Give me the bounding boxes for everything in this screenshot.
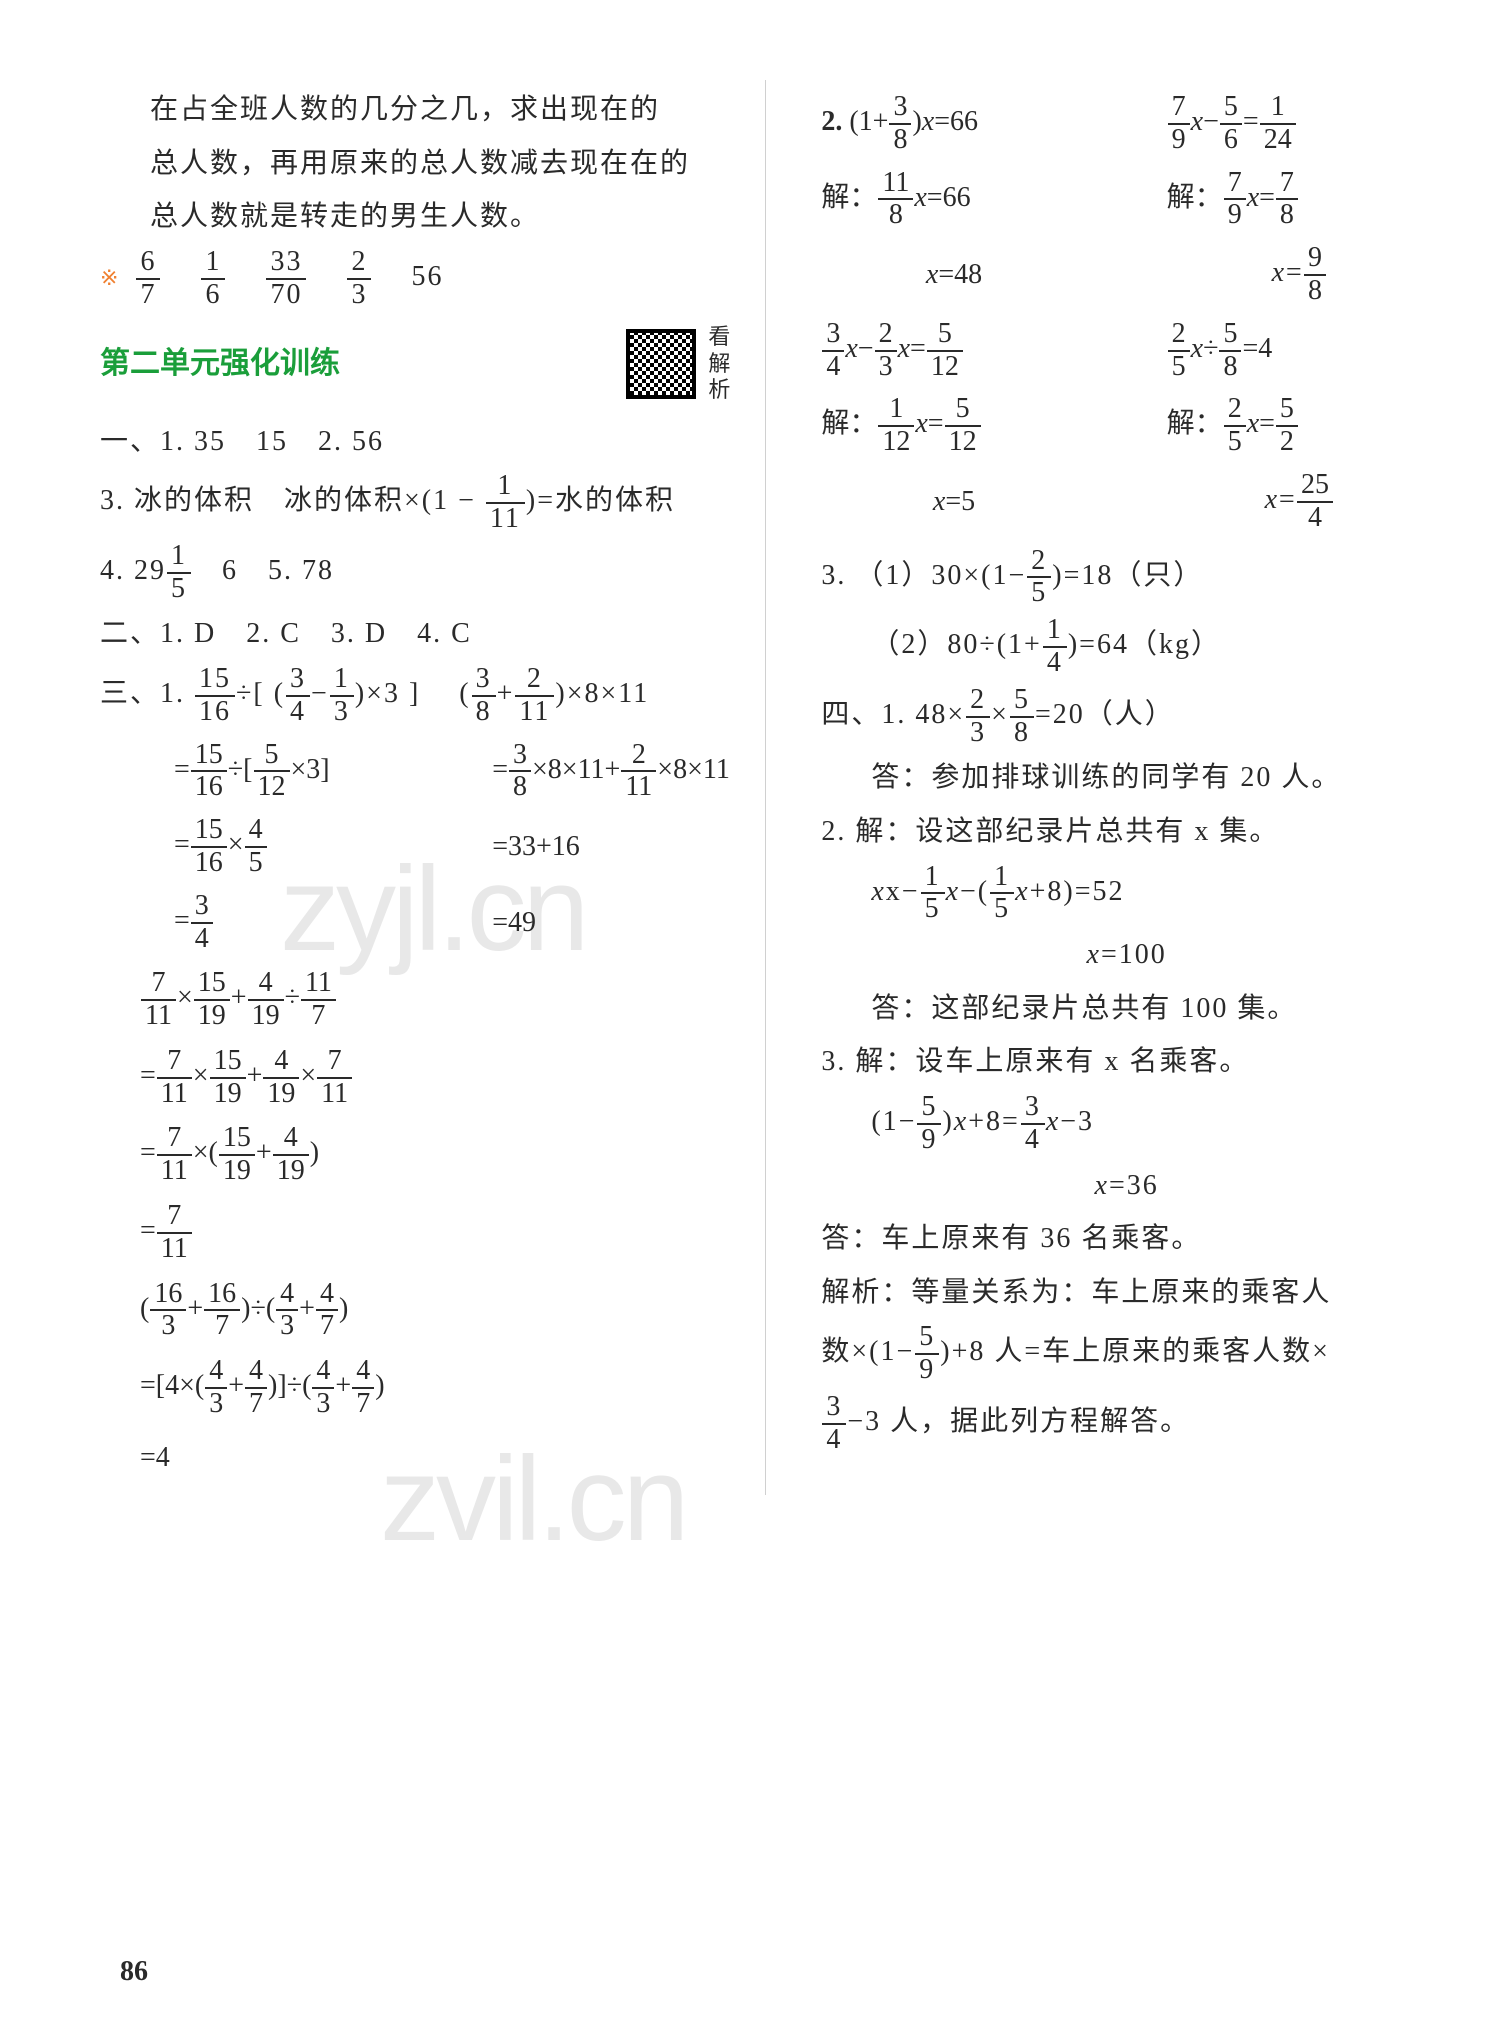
intro-line-1: 在占全班人数的几分之几，求出现在的	[100, 86, 730, 134]
page-number: 86	[120, 1956, 148, 1988]
sec3-p2-l4: =711	[140, 1201, 730, 1265]
r4-q3-l1: 3. 解：设车上原来有 x 名乘客。	[821, 1038, 1432, 1086]
star-fraction-row: ※ 67 16 3370 23 56	[100, 247, 730, 311]
r4-q2-eq: xx−15x−(15x+8)=52	[821, 862, 1432, 926]
r4-exp-l1: 解析：等量关系为：车上原来的乘客人	[821, 1269, 1432, 1317]
column-divider	[765, 80, 766, 1495]
r4-q3-sol: x=36	[821, 1162, 1432, 1210]
r4-exp-l2: 数×(1−59)+8 人=车上原来的乘客人数×	[821, 1322, 1432, 1386]
sec1-q3: 3. 冰的体积 冰的体积×(1 − 111)=水的体积	[100, 471, 730, 535]
r3-q1: 3. （1）30×(1−25)=18（只）	[821, 546, 1432, 610]
r4-q1: 四、1. 48×23×58=20（人）	[821, 685, 1432, 749]
intro-line-2: 总人数，再用原来的总人数减去现在在的	[100, 140, 730, 188]
sec1-q4: 4. 2915 6 5. 78	[100, 541, 730, 605]
right-column: 2. (1+38)x=66 79x−56=124 解：118x=66 解：79x…	[801, 80, 1432, 1495]
sec3-1-line4: =34 =49	[100, 891, 730, 955]
r4-q3-eq: (1−59)x+8=34x−3	[821, 1092, 1432, 1156]
r2-row6: x=5 x=254	[821, 470, 1432, 534]
qr-label: 看 解 析	[708, 324, 730, 403]
sec2: 二、1. D 2. C 3. D 4. C	[100, 610, 730, 658]
section-heading-row: 第二单元强化训练 看 解 析	[100, 324, 730, 403]
r2-row3: x=48 x=98	[821, 243, 1432, 307]
sec3-p3-l3: =4	[140, 1434, 730, 1482]
r4-q2-sol: x=100	[821, 931, 1432, 979]
sec1-q1: 一、1. 35 15 2. 56	[100, 418, 730, 466]
intro-line-3: 总人数就是转走的男生人数。	[100, 193, 730, 241]
sec3-p3-l1: (163+167)÷(43+47)	[140, 1279, 730, 1343]
page-content: 在占全班人数的几分之几，求出现在的 总人数，再用原来的总人数减去现在在的 总人数…	[0, 0, 1492, 1535]
sec3-p3-l2: =[4×(43+47)]÷(43+47)	[140, 1356, 730, 1420]
qr-code-icon	[626, 329, 696, 399]
r2-row4: 34x−23x=512 25x÷58=4	[821, 319, 1432, 383]
sec3-1-line1: 三、1. 1516÷[ (34−13)×3 ] (38+211)×8×11	[100, 664, 730, 728]
sec3-p2-l2: =711×1519+419×711	[140, 1046, 730, 1110]
unit-heading: 第二单元强化训练	[100, 338, 340, 389]
star-icon: ※	[100, 265, 120, 290]
sec3-p2-l3: =711×(1519+419)	[140, 1123, 730, 1187]
r4-a2: 答：这部纪录片总共有 100 集。	[821, 985, 1432, 1033]
sec3-p2-l1: 711×1519+419÷117	[140, 968, 730, 1032]
r2-row5: 解：112x=512 解：25x=52	[821, 394, 1432, 458]
r3-q2: （2）80÷(1+14)=64（kg）	[821, 615, 1432, 679]
r4-a3: 答：车上原来有 36 名乘客。	[821, 1215, 1432, 1263]
left-column: 在占全班人数的几分之几，求出现在的 总人数，再用原来的总人数减去现在在的 总人数…	[100, 80, 730, 1495]
sec3-1-line3: =1516×45 =33+16	[100, 815, 730, 879]
r2-row2: 解：118x=66 解：79x=78	[821, 168, 1432, 232]
r4-q2-l1: 2. 解：设这部纪录片总共有 x 集。	[821, 808, 1432, 856]
sec3-1-line2: =1516÷[512×3] =38×8×11+211×8×11	[100, 740, 730, 804]
r2-row1: 2. (1+38)x=66 79x−56=124	[821, 92, 1432, 156]
r4-exp-l3: 34−3 人，据此列方程解答。	[821, 1392, 1432, 1456]
r4-a1: 答：参加排球训练的同学有 20 人。	[821, 754, 1432, 802]
